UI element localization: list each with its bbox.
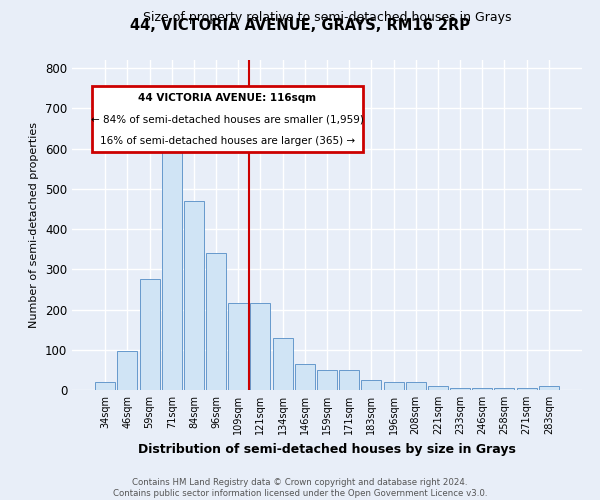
FancyBboxPatch shape (92, 86, 363, 152)
Bar (361, 380, 382, 390)
Bar (317, 370, 337, 390)
Text: 44, VICTORIA AVENUE, GRAYS, RM16 2RP: 44, VICTORIA AVENUE, GRAYS, RM16 2RP (130, 18, 470, 32)
Bar (206, 253, 226, 390)
Bar (517, 388, 536, 390)
Text: Contains HM Land Registry data © Crown copyright and database right 2024.
Contai: Contains HM Land Registry data © Crown c… (113, 478, 487, 498)
X-axis label: Distribution of semi-detached houses by size in Grays: Distribution of semi-detached houses by … (138, 442, 516, 456)
Bar (140, 280, 160, 390)
Bar (162, 148, 182, 390)
Text: 16% of semi-detached houses are larger (365) →: 16% of semi-detached houses are larger (… (100, 136, 355, 146)
Bar (339, 370, 359, 390)
Bar (250, 304, 271, 390)
Title: Size of property relative to semi-detached houses in Grays: Size of property relative to semi-detach… (143, 11, 511, 24)
Bar (406, 382, 426, 390)
Bar (272, 338, 293, 390)
Y-axis label: Number of semi-detached properties: Number of semi-detached properties (29, 122, 40, 328)
Bar (450, 388, 470, 390)
Bar (184, 201, 204, 390)
Text: ← 84% of semi-detached houses are smaller (1,959): ← 84% of semi-detached houses are smalle… (91, 114, 364, 124)
Bar (494, 388, 514, 390)
Bar (118, 352, 137, 390)
Text: 44 VICTORIA AVENUE: 116sqm: 44 VICTORIA AVENUE: 116sqm (139, 93, 317, 103)
Bar (95, 382, 115, 390)
Bar (228, 304, 248, 390)
Bar (539, 386, 559, 390)
Bar (295, 364, 315, 390)
Bar (472, 388, 492, 390)
Bar (428, 386, 448, 390)
Bar (383, 382, 404, 390)
